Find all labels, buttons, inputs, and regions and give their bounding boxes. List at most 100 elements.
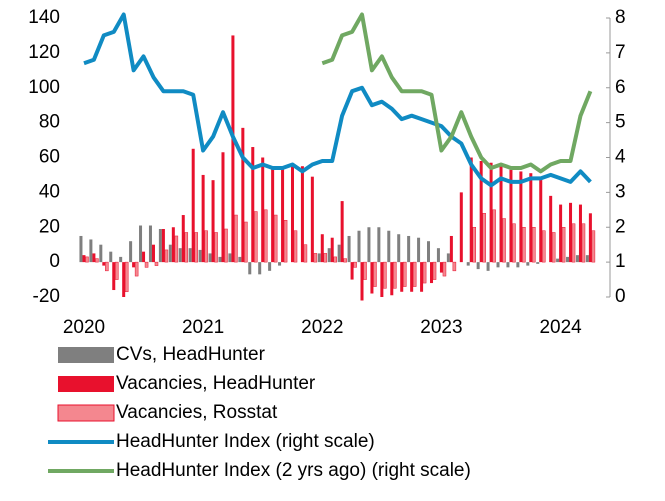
bar (420, 262, 424, 292)
bar (320, 234, 324, 263)
bar (317, 253, 321, 263)
bar (387, 230, 391, 263)
bar (178, 248, 182, 263)
bar (168, 244, 172, 263)
bar (466, 262, 470, 266)
bar (95, 258, 99, 263)
bar (148, 225, 152, 263)
bar (499, 166, 503, 263)
bar (330, 237, 334, 263)
x-tick-label: 2020 (63, 317, 105, 338)
bar (343, 258, 347, 263)
bar (158, 228, 162, 263)
bar (112, 262, 116, 291)
bar (502, 218, 506, 263)
bar (383, 261, 387, 289)
bar (363, 261, 367, 280)
bar (402, 261, 407, 287)
bar (529, 173, 533, 263)
bar (496, 262, 500, 268)
bar (556, 258, 560, 263)
bar (134, 261, 139, 277)
bar (142, 251, 146, 263)
bar (204, 230, 208, 263)
bar (248, 262, 252, 275)
bar (303, 244, 308, 263)
bar (115, 261, 119, 280)
bar (561, 227, 566, 263)
bar (559, 204, 563, 263)
y2-tick-label: 4 (615, 147, 626, 168)
y-tick-label: 60 (39, 147, 60, 168)
bar (541, 230, 546, 263)
y-tick-label: 80 (39, 112, 60, 133)
legend-label: Vacancies, HeadHunter (116, 373, 316, 394)
legend-swatch (57, 404, 115, 422)
bar (129, 241, 133, 263)
bar (452, 261, 457, 272)
bar (258, 262, 262, 275)
bar (337, 244, 341, 263)
bar (218, 256, 222, 263)
bar (184, 232, 189, 263)
bar (340, 201, 344, 263)
bar (516, 262, 520, 268)
bar (393, 261, 397, 289)
line (321, 12, 593, 174)
x-tick-label: 2023 (420, 317, 462, 338)
bar (89, 239, 93, 263)
bar (571, 223, 576, 263)
bar (261, 157, 265, 263)
bar (263, 209, 268, 263)
bar (591, 230, 596, 263)
bar (489, 162, 493, 263)
bar (412, 261, 417, 287)
bar (188, 248, 192, 263)
bar (482, 213, 486, 263)
bar (99, 244, 103, 263)
bar (585, 255, 589, 263)
bar (469, 157, 473, 263)
legend-label: Vacancies, Rosstat (116, 402, 278, 423)
y2-tick-label: 6 (615, 77, 626, 98)
x-tick-label: 2021 (182, 317, 224, 338)
bar (566, 256, 570, 263)
bar (360, 262, 364, 301)
bar (479, 160, 483, 263)
bar (244, 221, 248, 263)
bar (313, 253, 318, 263)
bar (119, 256, 123, 263)
bar (350, 262, 354, 280)
y-tick-label: 140 (28, 7, 60, 28)
line (83, 12, 592, 188)
bar (221, 152, 225, 263)
bar (139, 225, 143, 263)
bar (109, 251, 113, 263)
bar (214, 232, 218, 263)
y2-tick-label: 0 (615, 286, 626, 307)
legend-swatch (58, 376, 114, 392)
bar (268, 262, 272, 271)
bar (367, 227, 371, 263)
bar (333, 256, 337, 263)
bar (551, 232, 556, 263)
bar (198, 249, 202, 263)
bar (105, 261, 109, 272)
bar (449, 235, 453, 263)
x-tick-label: 2024 (539, 317, 582, 338)
bar (581, 223, 586, 263)
bar (506, 262, 510, 268)
bar (486, 262, 490, 271)
bar (407, 235, 411, 263)
y-tick-label: -20 (33, 286, 60, 307)
bar (164, 249, 169, 263)
bar (536, 262, 540, 264)
bar (251, 147, 255, 263)
bar (532, 227, 536, 263)
bar (181, 215, 185, 263)
bar (509, 169, 513, 263)
bar (539, 176, 543, 263)
y2-tick-label: 3 (615, 181, 626, 202)
bar (492, 209, 496, 263)
